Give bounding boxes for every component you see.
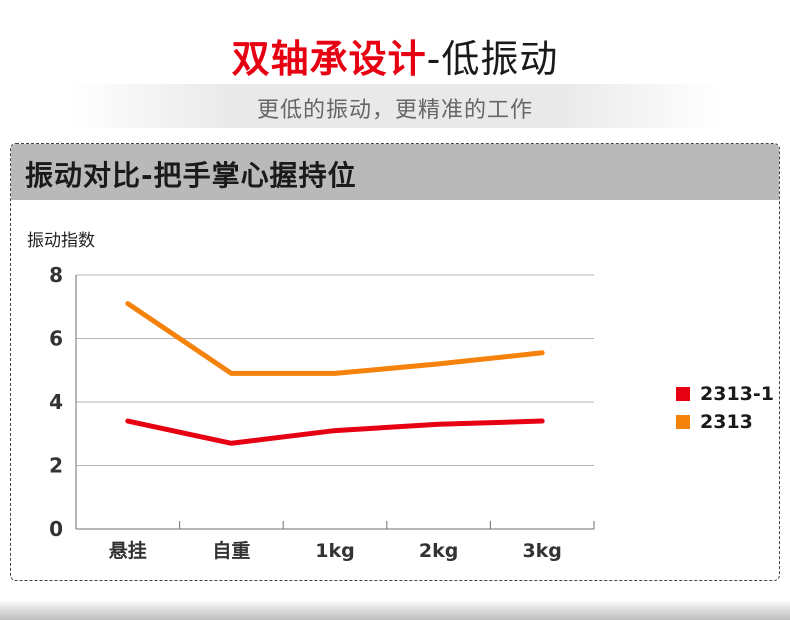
legend-item-2313: 2313	[676, 408, 774, 436]
panel-header: 振动对比-把手掌心握持位	[11, 144, 779, 200]
subtitle-band	[70, 84, 720, 128]
y-axis-label: 振动指数	[27, 231, 95, 251]
legend-label: 2313-1	[700, 383, 774, 405]
y-tick-label-0: 0	[49, 517, 63, 541]
x-tick-label-1: 自重	[212, 539, 250, 562]
y-tick-label-6: 6	[49, 327, 63, 351]
y-tick-label-4: 4	[49, 390, 63, 414]
page-title-highlight: 双轴承设计	[231, 37, 427, 81]
chart-axes	[75, 275, 595, 530]
bottom-shadow	[0, 600, 790, 620]
x-tick-label-4: 3kg	[522, 540, 561, 562]
panel-title: 振动对比-把手掌心握持位	[25, 159, 357, 192]
legend-swatch	[676, 415, 690, 429]
x-tick-label-3: 2kg	[419, 540, 458, 562]
x-tick-label-0: 悬挂	[109, 539, 147, 562]
series-line-2313-1	[125, 418, 545, 446]
x-tick-label-2: 1kg	[315, 540, 354, 562]
page-title-rest: -低振动	[426, 37, 559, 81]
y-tick-label-2: 2	[49, 454, 63, 478]
chart-series	[125, 301, 545, 446]
page-subtitle: 更低的振动，更精准的工作	[256, 98, 533, 123]
legend-swatch	[676, 387, 690, 401]
legend-label: 2313	[700, 411, 753, 433]
page-title: 双轴承设计-低振动	[0, 28, 790, 83]
chart-legend: 2313-1 2313	[676, 380, 774, 436]
x-tick-labels: 悬挂 自重 1kg 2kg 3kg	[109, 539, 562, 562]
chart-grid	[76, 274, 594, 466]
legend-item-2313-1: 2313-1	[676, 380, 774, 408]
y-tick-label-8: 8	[49, 263, 63, 287]
y-tick-labels: 0 2 4 6 8	[49, 263, 63, 541]
chart-panel: 振动对比-把手掌心握持位	[10, 143, 780, 581]
